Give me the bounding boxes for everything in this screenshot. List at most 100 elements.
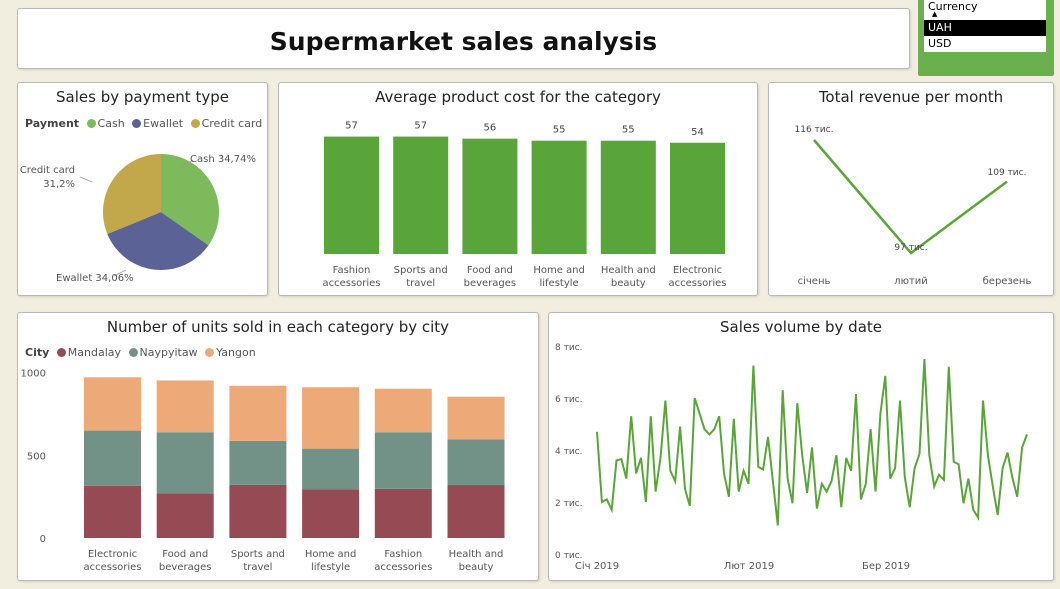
units-category-label: Fashion	[384, 549, 422, 560]
avg-cost-category-label: Electronic	[673, 265, 722, 276]
payment-chart-card: Sales by payment type Payment Cash Ewall…	[17, 82, 268, 296]
currency-slicer-label: Currency	[928, 0, 978, 13]
volume-x-tick: Січ 2019	[575, 560, 619, 572]
avg-cost-value-label: 55	[553, 125, 566, 136]
units-category-label: Home and	[305, 549, 357, 560]
avg-cost-value-label: 54	[691, 127, 704, 138]
units-bar-naypyitaw	[374, 432, 432, 489]
pie-label-ewallet: Ewallet 34,06%	[56, 273, 134, 284]
currency-option-uah[interactable]: UAH	[924, 20, 1046, 36]
units-category-label: Sports and	[231, 549, 285, 560]
avg-cost-bar	[531, 140, 587, 254]
avg-cost-chart-title: Average product cost for the category	[375, 88, 661, 106]
units-y-tick: 500	[27, 451, 46, 462]
units-bar-mandalay	[374, 488, 432, 538]
legend-item-ewallet[interactable]: Ewallet	[132, 117, 183, 130]
revenue-point-label: 109 тис.	[988, 168, 1027, 178]
sales-volume-chart-card: Sales volume by date 8 тис. 6 тис. 4 тис. 2…	[548, 312, 1054, 581]
avg-cost-bar	[670, 142, 725, 254]
volume-x-tick: Лют 2019	[724, 561, 774, 572]
sales-volume-line-svg: 8 тис. 6 тис. 4 тис. 2 тис. 0 тис.Січ 2019 Лю…	[555, 343, 1028, 572]
units-bar-yangon	[302, 387, 360, 449]
avg-cost-bar	[600, 140, 656, 254]
avg-cost-bar	[462, 138, 518, 254]
avg-cost-category-label: lifestyle	[539, 278, 578, 289]
volume-x-tick: Бер 2019	[862, 561, 910, 572]
units-bar-mandalay	[302, 489, 360, 538]
revenue-chart-title: Total revenue per month	[818, 88, 1004, 106]
legend-item-yangon[interactable]: Yangon	[205, 346, 256, 359]
revenue-point-label: 116 тис.	[795, 125, 834, 135]
units-category-label: Health and	[449, 549, 504, 560]
units-chart-title: Number of units sold in each category by…	[106, 318, 450, 336]
mandalay-legend-marker	[56, 348, 66, 357]
units-bar-yangon	[374, 388, 432, 433]
units-y-tick: 0	[40, 534, 46, 545]
avg-cost-value-label: 57	[345, 121, 358, 132]
units-category-label: travel	[243, 562, 272, 573]
avg-cost-category-label: travel	[406, 278, 435, 289]
avg-cost-category-label: beverages	[464, 278, 517, 289]
units-category-label: Food and	[162, 549, 208, 560]
avg-cost-chart-card: Average product cost for the category 57…	[278, 82, 758, 296]
units-stacked-bar-svg: 1000 500 0 Electronic accessories Food and bev…	[21, 369, 505, 573]
units-category-label: beauty	[459, 562, 494, 573]
avg-cost-category-label: accessories	[322, 278, 380, 289]
units-bar-yangon	[156, 380, 214, 433]
units-bar-mandalay	[156, 493, 214, 538]
units-bar-naypyitaw	[156, 432, 214, 494]
pie-slice-ewallet	[107, 212, 209, 270]
units-bar-naypyitaw	[84, 430, 141, 486]
avg-cost-category-label: accessories	[668, 278, 726, 289]
units-bar-mandalay	[84, 485, 141, 538]
revenue-line	[813, 139, 1008, 255]
payment-legend: Payment Cash Ewallet Credit card	[25, 117, 266, 130]
avg-cost-value-label: 55	[622, 125, 635, 136]
units-category-label: beverages	[159, 562, 212, 573]
units-bar-naypyitaw	[302, 448, 360, 490]
legend-item-naypyitaw[interactable]: Naypyitaw	[128, 346, 198, 359]
volume-y-tick: 6 тис.	[555, 395, 583, 405]
pie-label-cash: Cash 34,74%	[190, 154, 256, 165]
units-category-label: Electronic	[88, 549, 137, 560]
city-legend-title: City	[25, 346, 50, 359]
legend-item-cash[interactable]: Cash	[86, 117, 125, 130]
payment-legend-title: Payment	[25, 117, 80, 130]
volume-y-tick: 0 тис.	[555, 551, 583, 561]
avg-cost-bar	[393, 136, 449, 254]
ewallet-legend-marker	[132, 119, 142, 128]
legend-item-credit-card[interactable]: Credit card	[190, 117, 262, 130]
yangon-legend-marker	[205, 348, 215, 357]
avg-cost-value-label: 57	[414, 121, 427, 132]
revenue-month-label: лютий	[894, 276, 928, 287]
units-bar-mandalay	[447, 485, 505, 538]
units-category-label: accessories	[83, 562, 141, 573]
pie-slice-cash	[161, 154, 219, 246]
avg-cost-category-label: Food and	[467, 265, 513, 276]
units-bar-mandalay	[229, 484, 287, 538]
avg-cost-value-label: 56	[484, 123, 497, 134]
header-card: Supermarket sales analysis	[17, 8, 910, 69]
units-bar-yangon	[447, 396, 505, 440]
avg-cost-category-label: Health and	[601, 265, 656, 276]
currency-option-usd[interactable]: USD	[924, 36, 1046, 52]
pie-label-credit-card-pct: 31,2%	[43, 179, 75, 190]
units-y-tick: 1000	[21, 369, 46, 380]
units-chart-card: Number of units sold in each category by…	[17, 312, 539, 581]
revenue-line-svg: 116 тис. 97 тис. 109 тис. січень лютий березе…	[795, 125, 1032, 287]
revenue-month-label: березень	[983, 276, 1032, 287]
volume-y-tick: 2 тис.	[555, 499, 583, 509]
units-bar-naypyitaw	[229, 440, 287, 485]
revenue-point-label: 97 тис.	[894, 243, 927, 253]
units-bar-yangon	[229, 385, 287, 441]
currency-slicer-header[interactable]: Currency ▲	[924, 0, 1046, 20]
naypyitaw-legend-marker	[128, 348, 138, 357]
avg-cost-category-label: Fashion	[333, 265, 371, 276]
payment-pie-svg: Cash 34,74% Credit card 31,2% Ewallet 34…	[20, 154, 256, 284]
units-category-label: lifestyle	[311, 562, 350, 573]
units-category-label: accessories	[374, 562, 432, 573]
city-legend: City Mandalay Naypyitaw Yangon	[25, 346, 260, 359]
sales-volume-line	[596, 358, 1028, 526]
caret-up-icon[interactable]: ▲	[932, 10, 938, 18]
legend-item-mandalay[interactable]: Mandalay	[56, 346, 121, 359]
